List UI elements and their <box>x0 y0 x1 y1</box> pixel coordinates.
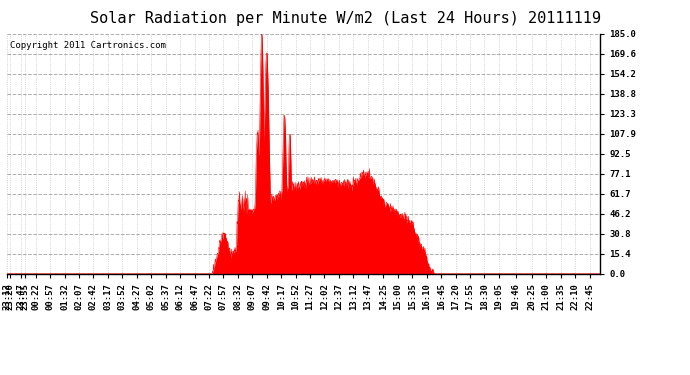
Text: Copyright 2011 Cartronics.com: Copyright 2011 Cartronics.com <box>10 41 166 50</box>
Text: Solar Radiation per Minute W/m2 (Last 24 Hours) 20111119: Solar Radiation per Minute W/m2 (Last 24… <box>90 11 600 26</box>
